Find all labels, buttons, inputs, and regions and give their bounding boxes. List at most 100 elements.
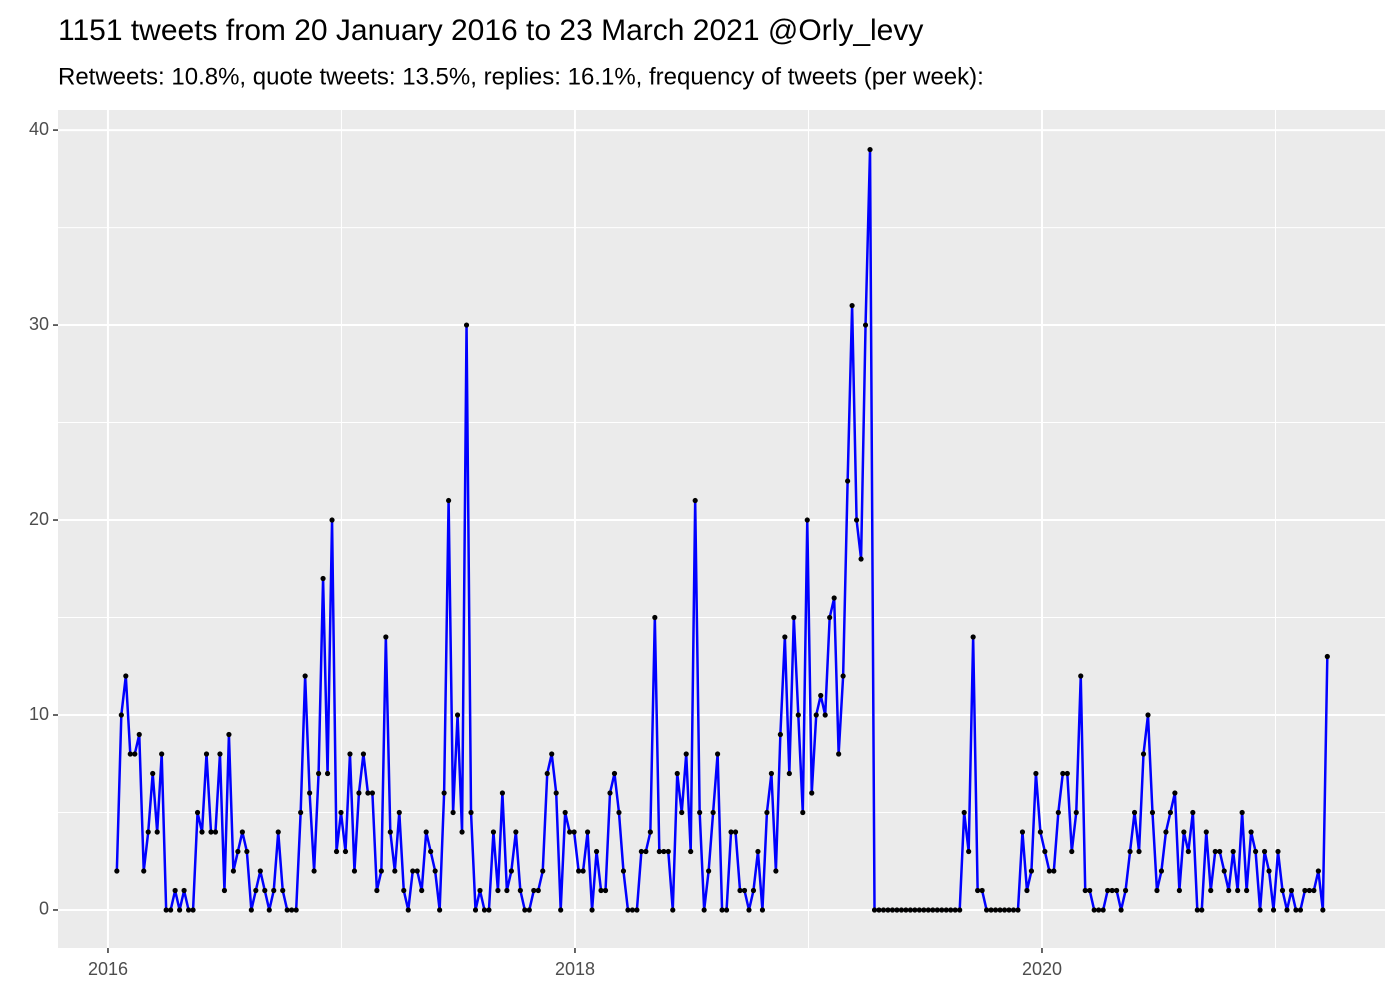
data-point	[1176, 887, 1182, 894]
data-point	[625, 907, 631, 913]
data-point	[141, 868, 147, 874]
data-point	[1288, 887, 1295, 894]
data-point	[1046, 868, 1052, 874]
plot-panel	[58, 110, 1385, 948]
data-point	[365, 790, 371, 796]
data-point	[997, 907, 1003, 913]
data-point	[858, 556, 864, 562]
data-point	[773, 868, 779, 874]
data-point	[244, 848, 250, 855]
data-point	[150, 770, 156, 777]
data-point	[571, 829, 577, 835]
data-point	[114, 868, 120, 874]
data-point	[374, 887, 380, 894]
data-point	[1248, 829, 1254, 835]
x-tick-label: 2016	[88, 959, 128, 979]
data-point	[701, 907, 707, 913]
data-point	[607, 790, 613, 796]
data-point	[966, 848, 972, 855]
data-point	[1042, 848, 1048, 855]
data-point	[939, 907, 945, 913]
data-point	[706, 868, 712, 874]
data-point	[916, 907, 922, 913]
data-point	[661, 848, 667, 855]
data-point	[1019, 829, 1026, 835]
data-point	[347, 751, 353, 757]
data-point	[239, 829, 245, 835]
data-point	[925, 907, 931, 913]
data-point	[983, 907, 990, 913]
data-point	[1194, 907, 1200, 913]
data-point	[795, 712, 801, 718]
data-point	[177, 907, 183, 913]
data-point	[840, 673, 846, 679]
data-point	[1221, 868, 1227, 874]
data-point	[490, 829, 497, 835]
data-point	[257, 868, 263, 874]
data-point	[410, 868, 416, 874]
data-point	[230, 868, 237, 874]
data-point	[679, 809, 685, 816]
data-point	[898, 907, 905, 913]
data-point	[1167, 809, 1174, 816]
data-point	[549, 751, 555, 757]
data-point	[889, 907, 896, 913]
data-point	[804, 517, 810, 523]
data-point	[1051, 868, 1057, 874]
data-point	[1131, 809, 1138, 816]
data-point	[652, 614, 658, 621]
data-point	[1158, 868, 1165, 874]
data-point	[307, 790, 313, 796]
data-point	[1006, 907, 1012, 913]
data-point	[145, 829, 151, 835]
data-point	[791, 614, 797, 621]
data-point	[463, 322, 470, 328]
data-point	[723, 907, 730, 913]
data-point	[1208, 887, 1214, 894]
data-point	[589, 907, 595, 913]
data-point	[311, 868, 317, 874]
data-point	[970, 634, 976, 640]
data-point	[419, 887, 425, 894]
data-point	[168, 907, 174, 913]
data-point	[1078, 673, 1084, 679]
data-point	[1082, 887, 1088, 894]
data-point	[786, 770, 792, 777]
data-point	[1261, 848, 1268, 855]
data-point	[1239, 809, 1245, 816]
data-point	[302, 673, 308, 679]
data-point	[132, 751, 138, 757]
data-point	[764, 809, 770, 816]
data-point	[1010, 907, 1017, 913]
data-point	[558, 907, 564, 913]
data-point	[907, 907, 913, 913]
data-point	[1122, 887, 1129, 894]
data-point	[163, 907, 169, 913]
data-point	[800, 809, 806, 816]
data-point	[710, 809, 716, 816]
data-point	[647, 829, 653, 835]
data-point	[593, 848, 600, 855]
data-point	[1203, 829, 1209, 835]
data-point	[199, 829, 205, 835]
data-point	[535, 887, 541, 894]
x-tick-label: 2018	[555, 959, 595, 979]
data-point	[750, 887, 757, 894]
data-point	[683, 751, 689, 757]
data-point	[1109, 887, 1115, 894]
data-point	[602, 887, 609, 894]
y-tick-label: 40	[29, 119, 49, 139]
data-point	[1244, 887, 1250, 894]
data-point	[459, 829, 465, 835]
data-point	[203, 751, 210, 757]
chart-subtitle: Retweets: 10.8%, quote tweets: 13.5%, re…	[58, 63, 984, 90]
data-point	[320, 575, 326, 582]
data-point	[329, 517, 335, 523]
data-point	[665, 848, 671, 855]
data-point	[580, 868, 586, 874]
data-point	[217, 751, 223, 757]
data-point	[208, 829, 214, 835]
data-point	[271, 887, 277, 894]
data-point	[531, 887, 537, 894]
data-point	[387, 829, 393, 835]
